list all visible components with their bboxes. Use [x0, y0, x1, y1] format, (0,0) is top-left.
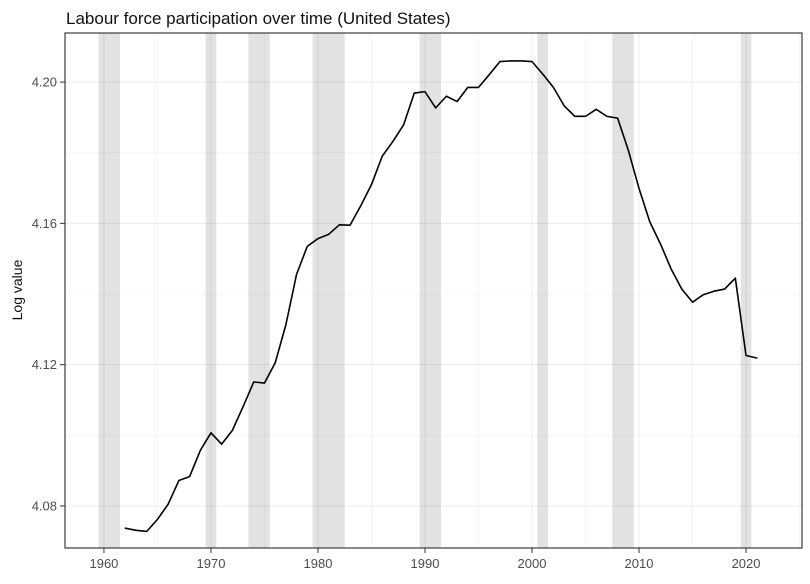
- recession-band: [205, 33, 217, 548]
- y-tick-label: 4.08: [32, 498, 57, 513]
- recession-band: [612, 33, 634, 548]
- recession-band: [740, 33, 752, 548]
- data-line-united-states: [124, 60, 758, 533]
- y-tick-label: 4.20: [32, 75, 57, 90]
- x-tick-label: 1980: [304, 556, 333, 571]
- panel-border: [64, 32, 803, 549]
- recession-band: [312, 33, 345, 548]
- chart-title: Labour force participation over time (Un…: [66, 9, 451, 28]
- y-axis-title: Log value: [9, 259, 25, 320]
- x-tick-label: 1990: [411, 556, 440, 571]
- recession-band: [419, 33, 442, 548]
- x-tick-label: 2020: [732, 556, 761, 571]
- recession-band: [98, 33, 121, 548]
- y-tick-label: 4.16: [32, 216, 57, 231]
- x-tick-label: 1970: [197, 556, 226, 571]
- x-tick-label: 1960: [89, 556, 118, 571]
- recession-band: [248, 33, 270, 548]
- recession-band: [537, 33, 549, 548]
- x-tick-label: 2010: [625, 556, 654, 571]
- y-tick-label: 4.12: [32, 357, 57, 372]
- plot-area: 1960 1970 1980 1990 2000 2010 2020 4.08 4.12 4.16…: [32, 32, 803, 571]
- x-tick-label: 2000: [518, 556, 547, 571]
